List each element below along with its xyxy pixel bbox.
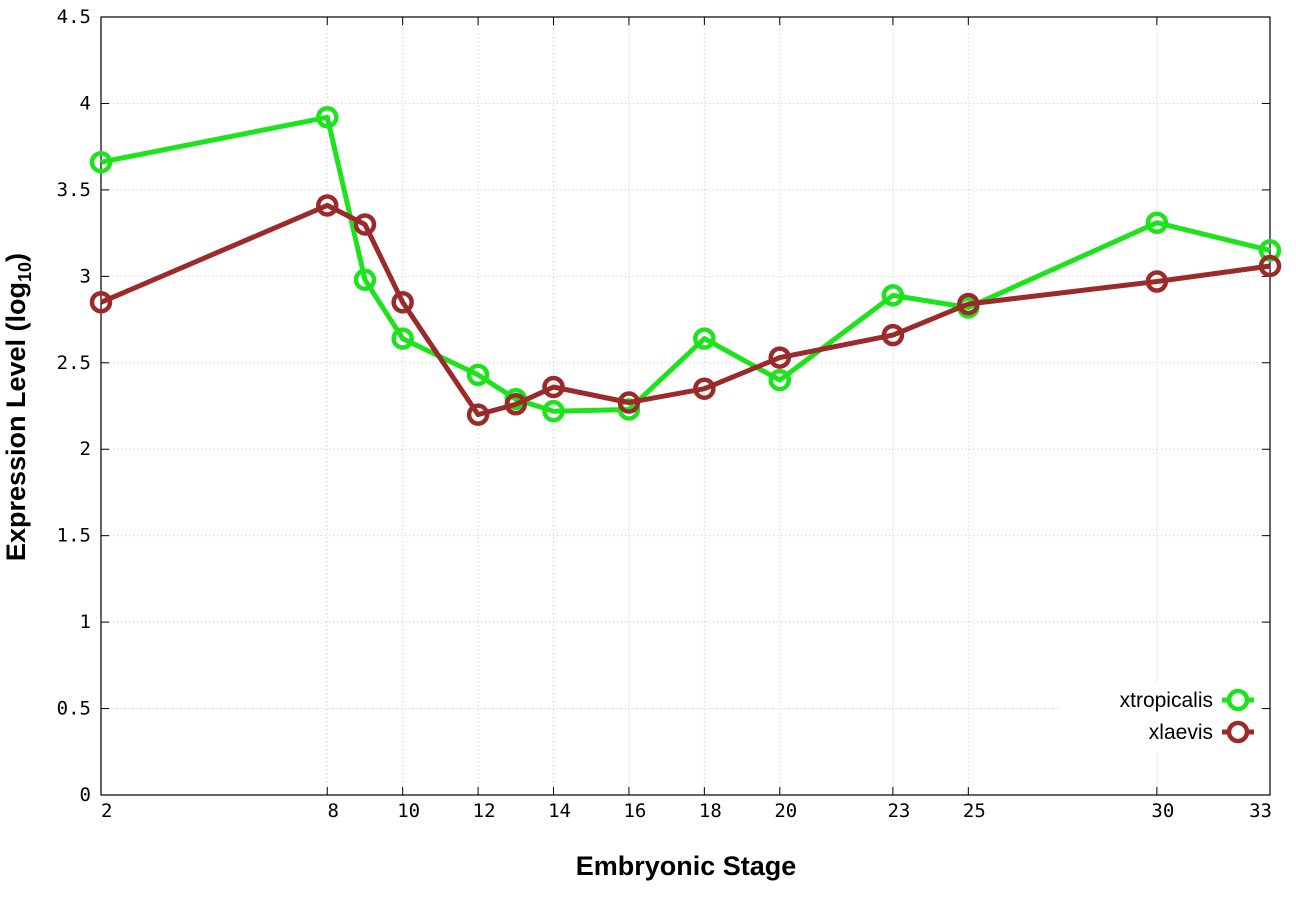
plot-frame <box>100 16 1271 796</box>
legend-swatch-marker <box>1226 688 1250 712</box>
legend-background <box>1060 682 1260 752</box>
data-point <box>693 377 716 400</box>
axis-ticks: 0 0.5 1 1.5 2 2.5 3 3.5 4 4.5 2 8 10 12 14 16 18 20 23 25 30… <box>57 6 1272 822</box>
data-point <box>316 194 339 217</box>
series-line <box>100 202 1271 418</box>
x-tick-label: 8 <box>328 800 339 822</box>
y-tick-label: 1.5 <box>57 525 91 547</box>
x-tick-label: 18 <box>699 800 722 822</box>
data-point <box>316 106 339 129</box>
data-point <box>542 399 565 423</box>
y-tick-label: 0 <box>80 784 91 806</box>
data-point <box>881 323 905 347</box>
data-point <box>542 375 565 399</box>
x-tick-label: 14 <box>548 800 571 822</box>
y-tick-label: 4.5 <box>57 6 91 28</box>
series-xlaevis <box>89 194 1282 426</box>
x-tick-label: 30 <box>1151 800 1174 822</box>
legend: xtropicalis xlaevis <box>1060 682 1260 752</box>
x-tick-label: 33 <box>1249 800 1272 822</box>
series-line <box>100 114 1271 414</box>
grid-lines <box>101 17 1270 795</box>
data-point <box>768 346 792 369</box>
x-tick-label: 23 <box>887 800 910 822</box>
data-point <box>391 327 414 350</box>
data-point <box>1145 270 1169 293</box>
y-tick-label: 4 <box>80 92 91 114</box>
data-point <box>89 291 113 314</box>
y-tick-label: 3.5 <box>57 179 91 201</box>
x-tick-label: 2 <box>101 800 112 822</box>
legend-label: xtropicalis <box>1120 689 1213 712</box>
x-tick-label: 12 <box>473 800 496 822</box>
data-point <box>1258 254 1282 278</box>
y-tick-label: 0.5 <box>57 698 91 720</box>
data-point <box>881 284 905 307</box>
data-point <box>466 363 490 387</box>
data-point <box>693 327 716 350</box>
data-point <box>391 291 414 314</box>
y-tick-label: 2 <box>80 438 91 460</box>
data-point <box>353 213 377 236</box>
data-point <box>353 268 377 292</box>
x-tick-label: 20 <box>774 800 797 822</box>
data-point <box>957 292 980 316</box>
x-tick-label: 25 <box>963 800 986 822</box>
series-layer <box>89 106 1282 426</box>
x-axis-title: Embryonic Stage <box>576 851 797 881</box>
y-tick-label: 3 <box>80 265 91 287</box>
y-tick-label: 1 <box>80 611 91 633</box>
data-point <box>1145 211 1169 234</box>
y-axis-title: Expression Level (log10) <box>1 253 35 561</box>
legend-label: xlaevis <box>1149 721 1213 744</box>
y-tick-label: 2.5 <box>57 352 91 374</box>
data-point <box>89 150 113 174</box>
data-point <box>504 393 528 416</box>
legend-swatch-marker <box>1226 720 1250 744</box>
series-xtropicalis <box>89 106 1282 423</box>
data-point <box>617 391 641 414</box>
data-point <box>466 403 490 426</box>
x-tick-label: 16 <box>623 800 646 822</box>
data-point <box>1258 239 1282 262</box>
data-point <box>768 368 792 392</box>
x-tick-label: 10 <box>397 800 420 822</box>
